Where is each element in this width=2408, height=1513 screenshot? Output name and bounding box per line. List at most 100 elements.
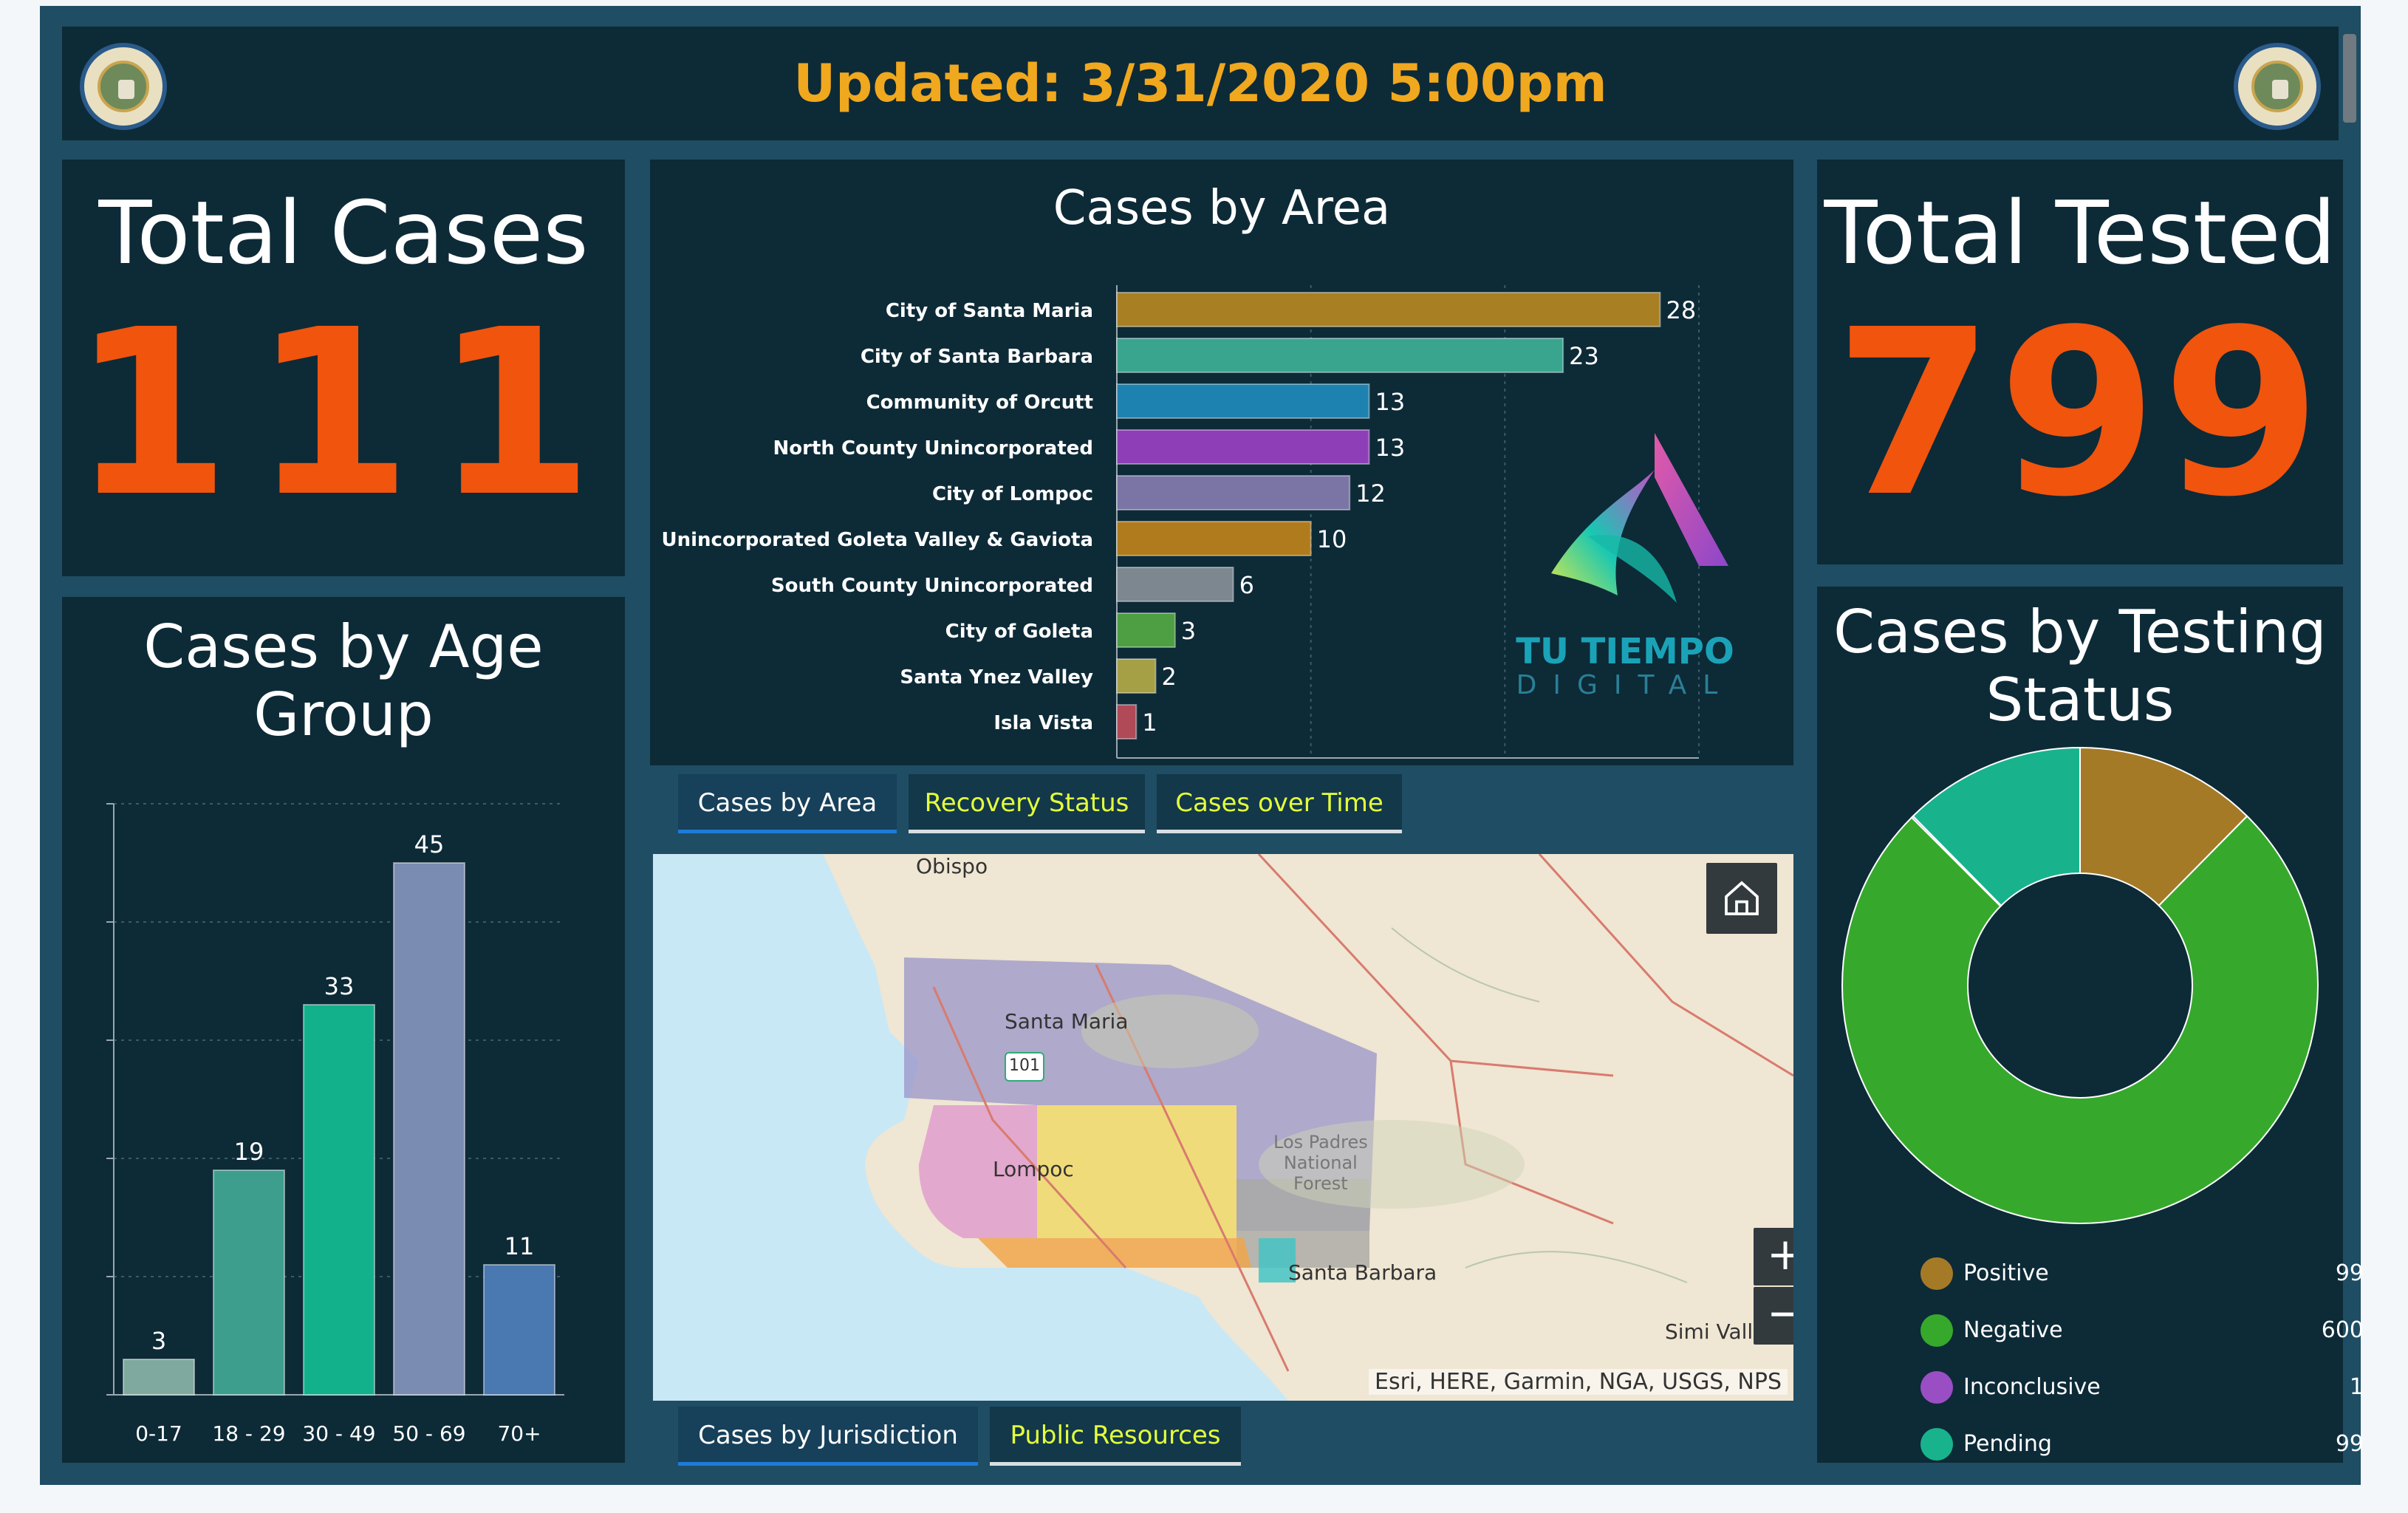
area-category-label: City of Santa Barbara: [861, 346, 1093, 368]
map-label-obispo: Obispo: [916, 854, 988, 878]
area-value-label: 28: [1666, 296, 1696, 324]
legend-item: Positive 99: [1920, 1251, 2364, 1296]
legend-item: Pending 99: [1920, 1422, 2364, 1466]
legend-value: 99: [2335, 1431, 2364, 1457]
legend-swatch: [1920, 1257, 1953, 1290]
total-tested-panel: Total Tested 799: [1817, 160, 2343, 564]
age-category-label: 18 - 29: [212, 1421, 285, 1446]
scrollbar[interactable]: [2343, 34, 2356, 123]
area-chart: City of Santa Maria 28 City of Santa Barba…: [662, 285, 1700, 759]
area-chart-title: Cases by Area: [1053, 181, 1391, 236]
testing-status-donut: [1841, 746, 2319, 1224]
age-category-label: 70+: [497, 1421, 541, 1446]
map-label-los-padres: Los Padres National Forest: [1273, 1132, 1368, 1194]
testing-status-panel: Cases by Testing Status Positive 99 Nega…: [1817, 587, 2364, 1463]
watermark-text: TU TIEMPO DIGITAL: [1516, 631, 1734, 700]
area-bar[interactable]: [1116, 612, 1176, 648]
area-value-label: 6: [1239, 571, 1254, 599]
donut-slice[interactable]: [1841, 815, 2319, 1224]
area-category-label: North County Unincorporated: [773, 437, 1093, 460]
age-bar[interactable]: [123, 1359, 195, 1396]
area-bar[interactable]: [1116, 383, 1370, 419]
area-value-label: 10: [1317, 525, 1347, 553]
area-value-label: 3: [1181, 617, 1196, 645]
age-value-label: 11: [504, 1232, 535, 1260]
age-bar[interactable]: [483, 1264, 555, 1396]
legend-swatch: [1920, 1314, 1953, 1347]
area-value-label: 12: [1355, 479, 1386, 508]
area-category-label: City of Santa Maria: [886, 300, 1093, 322]
area-category-label: Unincorporated Goleta Valley & Gaviota: [662, 529, 1094, 551]
cases-by-area-panel: Cases by Area City of Santa Maria 28 City …: [650, 160, 1793, 765]
tab-cases-over-time[interactable]: Cases over Time: [1157, 774, 1402, 833]
legend-label: Negative: [1963, 1317, 2063, 1343]
area-bar[interactable]: [1116, 704, 1138, 740]
testing-status-legend: Positive 99 Negative 600 Inconclusive 1 …: [1920, 1251, 2364, 1461]
total-cases-title: Total Cases: [98, 182, 589, 284]
area-bar[interactable]: [1116, 658, 1157, 694]
age-value-label: 19: [234, 1138, 264, 1166]
age-group-title: Cases by Age Group: [143, 612, 544, 749]
area-bar[interactable]: [1116, 521, 1312, 556]
legend-label: Pending: [1963, 1431, 2052, 1457]
donut-slice[interactable]: [2079, 746, 2248, 907]
age-group-panel: Cases by Age Group 3 0-17 19 18 - 29 33 30 - …: [62, 597, 625, 1463]
area-bar[interactable]: [1116, 338, 1564, 373]
map-label-santa-barbara: Santa Barbara: [1288, 1260, 1437, 1285]
age-bar[interactable]: [213, 1169, 285, 1396]
tab-cases-by-area[interactable]: Cases by Area: [678, 774, 897, 833]
age-bar[interactable]: [303, 1004, 375, 1396]
legend-label: Positive: [1963, 1260, 2049, 1286]
age-bar[interactable]: [393, 862, 465, 1396]
county-seal-icon: [2234, 43, 2321, 130]
map-view[interactable]: Obispo Santa Maria 101 Lompoc Los Padres…: [653, 854, 1793, 1401]
area-bar[interactable]: [1116, 429, 1370, 465]
map-label-santa-maria: Santa Maria: [1005, 1009, 1129, 1034]
area-value-label: 13: [1375, 434, 1405, 462]
tab-recovery-status[interactable]: Recovery Status: [909, 774, 1145, 833]
dashboard-frame: Updated: 3/31/2020 5:00pm Total Cases 11…: [40, 6, 2364, 1485]
total-tested-value: 799: [1834, 281, 2326, 547]
map-home-button[interactable]: [1706, 863, 1777, 934]
zoom-out-button[interactable]: −: [1754, 1287, 1793, 1345]
legend-label: Inconclusive: [1963, 1374, 2101, 1400]
updated-timestamp: Updated: 3/31/2020 5:00pm: [793, 53, 1607, 114]
total-cases-value: 111: [71, 281, 616, 547]
legend-value: 1: [2349, 1374, 2364, 1400]
area-value-label: 2: [1162, 663, 1177, 691]
legend-swatch: [1920, 1371, 1953, 1404]
age-value-label: 33: [324, 972, 355, 1000]
tab-public-resources[interactable]: Public Resources: [990, 1407, 1241, 1466]
donut-slice[interactable]: [1912, 746, 2081, 907]
area-bar[interactable]: [1116, 567, 1234, 602]
age-category-label: 0-17: [135, 1421, 182, 1446]
total-tested-title: Total Tested: [1824, 182, 2336, 284]
area-value-label: 1: [1142, 708, 1157, 737]
area-bar[interactable]: [1116, 292, 1661, 327]
legend-value: 99: [2335, 1260, 2364, 1286]
zoom-in-button[interactable]: +: [1754, 1228, 1793, 1285]
age-value-label: 3: [151, 1327, 166, 1355]
area-category-label: Community of Orcutt: [866, 392, 1093, 414]
legend-item: Inconclusive 1: [1920, 1365, 2364, 1410]
age-group-chart: 3 0-17 19 18 - 29 33 30 - 49 45 50 - 69 11 70+: [106, 803, 564, 1446]
header-bar: Updated: 3/31/2020 5:00pm: [62, 27, 2356, 140]
county-seal-icon: [80, 43, 167, 130]
testing-status-title: Cases by Testing Status: [1833, 598, 2327, 734]
area-bar[interactable]: [1116, 475, 1351, 510]
tab-cases-by-jurisdiction[interactable]: Cases by Jurisdiction: [678, 1407, 978, 1466]
age-category-label: 30 - 49: [302, 1421, 375, 1446]
area-category-label: Santa Ynez Valley: [900, 666, 1093, 689]
area-value-label: 23: [1569, 342, 1599, 370]
map-canvas: [653, 854, 1793, 1401]
watermark-logo-icon: [1551, 433, 1728, 603]
area-category-label: City of Lompoc: [932, 483, 1093, 505]
route-shield-icon: 101: [1005, 1052, 1044, 1082]
legend-value: 600: [2321, 1317, 2364, 1343]
area-category-label: Isla Vista: [993, 712, 1093, 734]
legend-item: Negative 600: [1920, 1308, 2364, 1353]
age-category-label: 50 - 69: [392, 1421, 465, 1446]
total-cases-panel: Total Cases 111: [62, 160, 625, 576]
map-label-lompoc: Lompoc: [993, 1157, 1074, 1181]
area-value-label: 13: [1375, 388, 1405, 416]
